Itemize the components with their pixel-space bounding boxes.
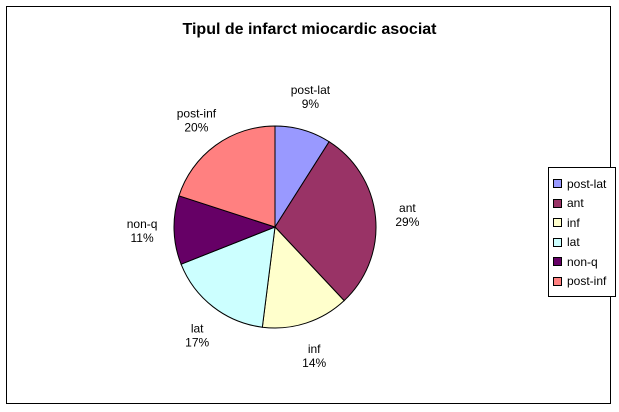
legend-label: post-inf xyxy=(567,274,607,289)
legend: post-lat ant inf lat non-q post-inf xyxy=(548,167,616,297)
legend-item-lat: lat xyxy=(553,233,615,253)
legend-label: inf xyxy=(567,215,580,230)
pie-slice-ant xyxy=(274,141,377,302)
legend-label: non-q xyxy=(567,254,598,269)
legend-label: ant xyxy=(567,196,584,211)
data-label-inf: inf 14% xyxy=(302,342,326,370)
legend-swatch xyxy=(553,198,562,208)
data-label-post-lat: post-lat 9% xyxy=(291,83,331,111)
legend-swatch xyxy=(553,218,562,228)
legend-label: post-lat xyxy=(567,176,607,191)
data-label-ant: ant 29% xyxy=(395,201,419,229)
chart-area: Tipul de infarct miocardic asociat post-… xyxy=(6,6,616,404)
data-label-non-q: non-q 11% xyxy=(127,217,158,245)
legend-item-post-lat: post-lat xyxy=(553,174,615,194)
legend-swatch xyxy=(553,257,562,267)
legend-item-ant: ant xyxy=(553,194,615,214)
pie-slice-non-q xyxy=(173,195,277,265)
legend-item-inf: inf xyxy=(553,213,615,233)
pie-chart: post-lat 9% ant 29% inf 14% lat 17% non-q 11% post… xyxy=(127,83,420,370)
pie-slice-post-inf xyxy=(178,125,276,228)
data-label-post-inf: post-inf 20% xyxy=(177,106,217,134)
legend-swatch xyxy=(553,237,562,247)
legend-swatch xyxy=(553,179,562,189)
legend-item-post-inf: post-inf xyxy=(553,272,615,292)
pie-slice-inf xyxy=(261,225,345,329)
legend-swatch xyxy=(553,276,562,286)
chart-title: Tipul de infarct miocardic asociat xyxy=(182,21,437,38)
pie-slice-lat xyxy=(180,226,276,328)
data-label-lat: lat 17% xyxy=(185,321,209,349)
legend-label: lat xyxy=(567,235,580,250)
legend-item-non-q: non-q xyxy=(553,252,615,272)
